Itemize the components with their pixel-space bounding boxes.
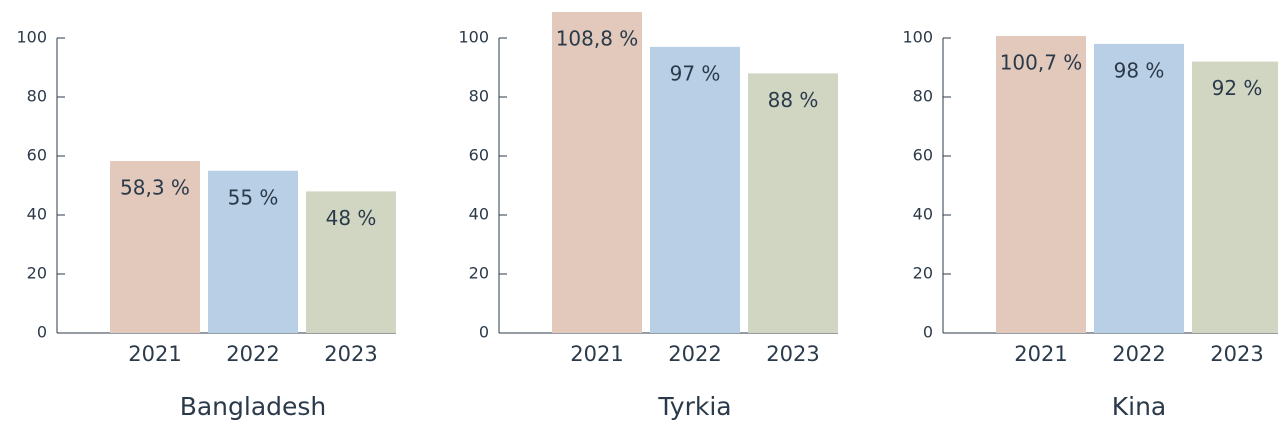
x-tick-label: 2021: [128, 342, 181, 366]
value-label: 58,3 %: [120, 176, 190, 200]
value-label: 92 %: [1212, 76, 1263, 100]
y-tick-label: 60: [913, 146, 933, 165]
y-tick-label: 60: [469, 146, 489, 165]
y-tick-label: 0: [37, 323, 47, 342]
x-tick-label: 2021: [570, 342, 623, 366]
y-tick-label: 20: [469, 264, 489, 283]
y-tick-label: 20: [27, 264, 47, 283]
bar: [1192, 61, 1278, 333]
value-label: 100,7 %: [1000, 50, 1083, 74]
bar: [1094, 43, 1184, 334]
value-label: 108,8 %: [556, 27, 639, 51]
y-tick-label: 40: [27, 205, 47, 224]
bar: [110, 161, 200, 333]
y-tick-label: 40: [469, 205, 489, 224]
y-tick-label: 100: [902, 28, 933, 47]
x-tick-label: 2022: [226, 342, 279, 366]
bar: [306, 191, 396, 333]
chart-title: Tyrkia: [657, 392, 731, 421]
x-tick-label: 2021: [1014, 342, 1067, 366]
y-tick-label: 80: [913, 87, 933, 106]
y-tick-label: 0: [923, 323, 933, 342]
value-label: 55 %: [228, 185, 279, 209]
bar: [996, 35, 1086, 334]
y-tick-label: 20: [913, 264, 933, 283]
value-label: 48 %: [326, 206, 377, 230]
value-label: 98 %: [1114, 58, 1165, 82]
x-tick-label: 2022: [1112, 342, 1165, 366]
x-tick-label: 2023: [1210, 342, 1263, 366]
chart-title: Kina: [1112, 392, 1167, 421]
y-tick-label: 60: [27, 146, 47, 165]
y-tick-label: 80: [469, 87, 489, 106]
bar: [552, 12, 642, 333]
bar: [650, 46, 740, 333]
x-tick-label: 2022: [668, 342, 721, 366]
y-tick-label: 80: [27, 87, 47, 106]
y-tick-label: 0: [479, 323, 489, 342]
value-label: 88 %: [768, 88, 819, 112]
value-label: 97 %: [670, 61, 721, 85]
x-tick-label: 2023: [766, 342, 819, 366]
y-tick-label: 100: [16, 28, 47, 47]
y-tick-label: 40: [913, 205, 933, 224]
bar: [748, 73, 838, 334]
bar: [208, 170, 298, 333]
chart-title: Bangladesh: [180, 392, 327, 421]
y-tick-label: 100: [458, 28, 489, 47]
x-tick-label: 2023: [324, 342, 377, 366]
